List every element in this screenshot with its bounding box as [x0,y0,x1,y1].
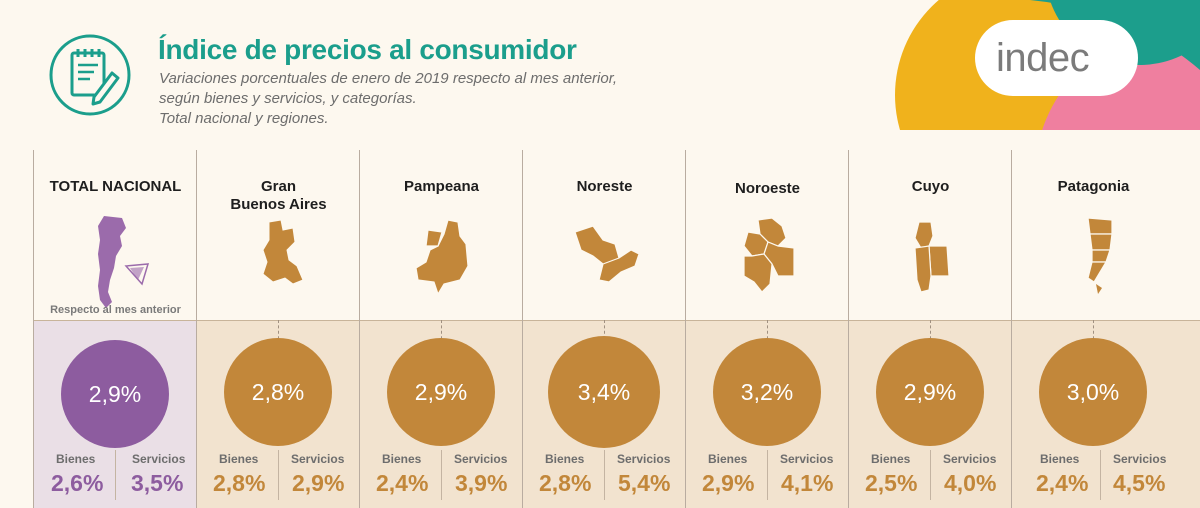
servicios-label: Servicios [132,452,186,466]
value-separator [115,450,116,500]
bienes-value: 2,5% [865,470,918,496]
noroeste-map-icon [743,217,795,293]
bienes-value: 2,8% [213,470,266,496]
respecto-label: Respecto al mes anterior [50,304,181,316]
region-name: Gran [260,178,296,195]
noreste-map-icon [574,225,640,283]
servicios-value: 3,5% [131,470,184,496]
region-name: Patagonia [1057,178,1130,195]
total-value-circle: 3,0% [1039,338,1147,446]
servicios-value: 4,1% [781,470,834,496]
column-divider [33,150,34,508]
value-separator [1100,450,1101,500]
servicios-value: 5,4% [618,470,671,496]
regions-band [197,320,1200,508]
column-divider [196,150,197,508]
connector-line [767,320,768,350]
value-separator [767,450,768,500]
value-separator [278,450,279,500]
brand-decoration [895,0,1200,130]
notepad-pencil-icon [49,34,131,116]
bienes-value: 2,4% [376,470,429,496]
servicios-value: 4,5% [1113,470,1166,496]
bienes-label: Bienes [382,452,422,466]
servicios-value: 4,0% [944,470,997,496]
servicios-label: Servicios [454,452,508,466]
connector-line [441,320,442,350]
bienes-label: Bienes [1040,452,1080,466]
indec-logo: indec [996,36,1090,80]
region-name: Noreste [576,178,633,195]
bienes-value: 2,4% [1036,470,1089,496]
connector-line [278,320,279,350]
total-value-circle: 2,8% [224,338,332,446]
region-column-noroeste: Noroeste 3,2% Bienes Servicios 2,9% 4,1% [686,150,849,508]
column-divider [522,150,523,508]
bienes-label: Bienes [871,452,911,466]
servicios-value: 3,9% [455,470,508,496]
servicios-label: Servicios [617,452,671,466]
subtitle-line: según bienes y servicios, y categorías. [159,90,417,107]
connector-line [1093,320,1094,350]
bienes-label: Bienes [56,452,96,466]
region-column-total-nacional: TOTAL NACIONAL Respecto al mes anterior … [34,150,197,508]
total-value-circle: 2,9% [876,338,984,446]
servicios-label: Servicios [1113,452,1167,466]
region-name: TOTAL NACIONAL [49,178,182,195]
region-name: Buenos Aires [230,196,327,213]
servicios-label: Servicios [291,452,345,466]
value-separator [930,450,931,500]
servicios-label: Servicios [943,452,997,466]
gba-map-icon [262,219,304,285]
region-name: Pampeana [403,178,480,195]
value-separator [604,450,605,500]
bienes-value: 2,9% [702,470,755,496]
bienes-value: 2,8% [539,470,592,496]
connector-line [604,320,605,350]
bienes-label: Bienes [545,452,585,466]
total-value-circle: 2,9% [387,338,495,446]
column-divider [848,150,849,508]
patagonia-map-icon [1087,217,1113,294]
region-column-patagonia: Patagonia 3,0% Bienes Servicios 2,4% 4,5… [1012,150,1175,508]
cuyo-map-icon [914,221,950,293]
total-value-circle: 2,9% [61,340,169,448]
band-divider [33,320,1200,321]
header: Índice de precios al consumidor Variacio… [0,0,1200,150]
value-separator [441,450,442,500]
connector-line [930,320,931,350]
page-subtitle: Variaciones porcentuales de enero de 201… [159,69,617,129]
subtitle-line: Total nacional y regiones. [159,110,329,127]
total-value-circle: 3,2% [713,338,821,446]
region-column-pampeana: Pampeana 2,9% Bienes Servicios 2,4% 3,9% [360,150,523,508]
column-divider [1011,150,1012,508]
bienes-value: 2,6% [51,470,104,496]
region-column-gba: Gran Buenos Aires 2,8% Bienes Servicios … [197,150,360,508]
region-column-cuyo: Cuyo 2,9% Bienes Servicios 2,5% 4,0% [849,150,1012,508]
bienes-label: Bienes [708,452,748,466]
column-divider [685,150,686,508]
subtitle-line: Variaciones porcentuales de enero de 201… [159,70,618,87]
region-name: Cuyo [911,178,950,195]
region-column-noreste: Noreste 3,4% Bienes Servicios 2,8% 5,4% [523,150,686,508]
region-name: Noroeste [734,180,801,197]
pampeana-map-icon [415,219,469,296]
bienes-label: Bienes [219,452,259,466]
servicios-label: Servicios [780,452,834,466]
argentina-map-icon [98,216,150,308]
servicios-value: 2,9% [292,470,345,496]
total-value-circle: 3,4% [548,336,660,448]
page-title: Índice de precios al consumidor [158,34,577,65]
column-divider [359,150,360,508]
